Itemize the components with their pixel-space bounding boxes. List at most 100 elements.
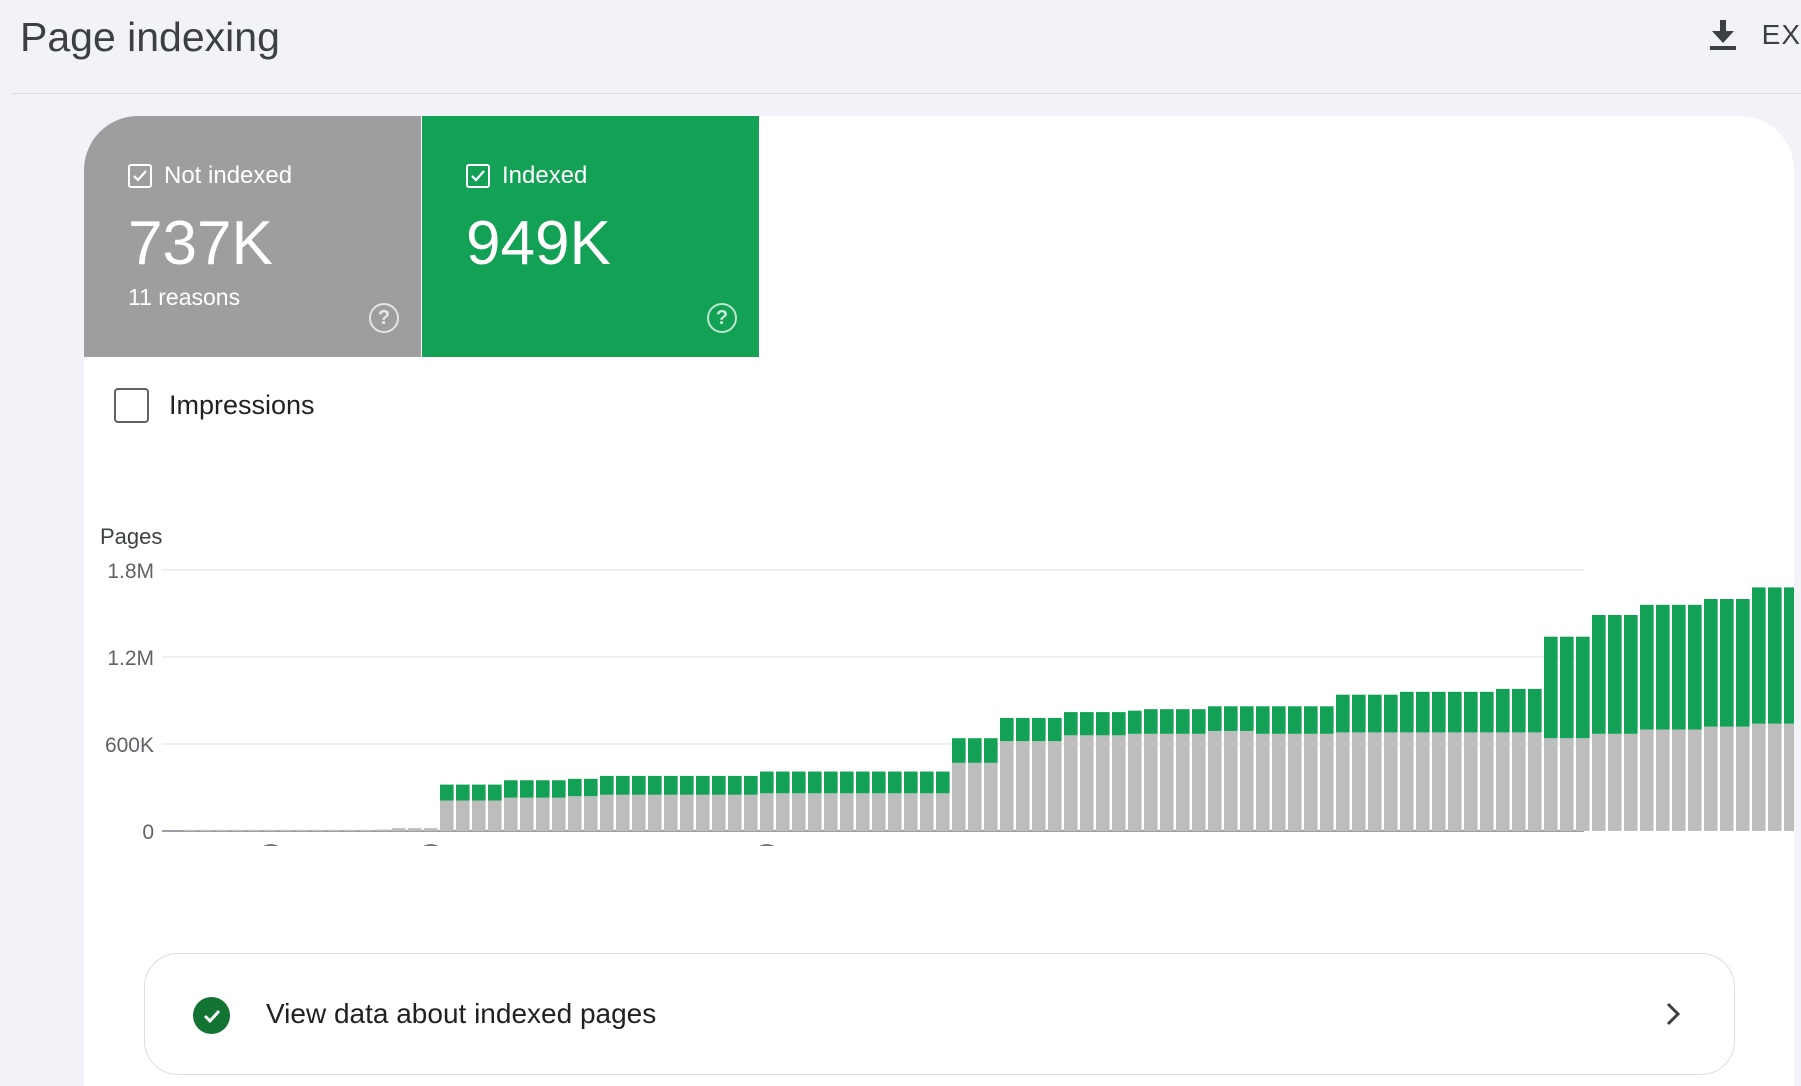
- bar-indexed: [1736, 599, 1750, 727]
- annotation-marker[interactable]: [416, 844, 445, 872]
- bar-indexed: [680, 775, 694, 795]
- bar-indexed: [504, 780, 518, 798]
- bar-not-indexed: [1160, 733, 1174, 831]
- bar-not-indexed: [1064, 735, 1078, 831]
- help-icon[interactable]: ?: [707, 303, 737, 333]
- bar-not-indexed: [712, 794, 726, 831]
- bar-not-indexed: [1720, 726, 1734, 831]
- bar-not-indexed: [312, 829, 326, 831]
- bar-not-indexed: [936, 793, 950, 831]
- y-tick-label: 0: [142, 821, 154, 844]
- annotation-marker[interactable]: [256, 844, 285, 872]
- bar-not-indexed: [1624, 733, 1638, 831]
- bar-not-indexed: [488, 800, 502, 831]
- bar-indexed: [824, 771, 838, 794]
- bar-not-indexed: [808, 793, 822, 831]
- bar-indexed: [1016, 717, 1030, 742]
- export-button[interactable]: EX: [1709, 14, 1801, 56]
- bar-indexed: [664, 775, 678, 795]
- page-title: Page indexing: [20, 14, 280, 60]
- annotation-marker[interactable]: [752, 844, 781, 872]
- bar-not-indexed: [584, 796, 598, 831]
- bar-not-indexed: [1288, 733, 1302, 831]
- bar-indexed: [1512, 688, 1526, 733]
- indexing-chart: Pages0600K1.2M1.8M10/29/2411/10/2411/22/…: [84, 446, 1794, 908]
- bar-not-indexed: [776, 793, 790, 831]
- y-tick-label: 1.2M: [107, 647, 154, 670]
- bar-indexed: [1784, 587, 1794, 724]
- bar-indexed: [1416, 691, 1430, 733]
- bar-indexed: [552, 780, 566, 798]
- bar-not-indexed: [520, 797, 534, 831]
- bar-indexed: [1672, 604, 1686, 730]
- bar-not-indexed: [1512, 732, 1526, 831]
- bar-not-indexed: [760, 793, 774, 831]
- bar-not-indexed: [1048, 741, 1062, 831]
- help-icon[interactable]: ?: [369, 303, 399, 333]
- bar-indexed: [1624, 614, 1638, 734]
- bar-indexed: [616, 775, 630, 795]
- bar-indexed: [1320, 706, 1334, 734]
- bar-indexed: [584, 778, 598, 797]
- bar-indexed: [696, 775, 710, 795]
- bar-indexed: [1768, 587, 1782, 724]
- bar-indexed: [1608, 614, 1622, 734]
- bar-indexed: [936, 771, 950, 794]
- bar-not-indexed: [1464, 732, 1478, 831]
- bar-not-indexed: [840, 793, 854, 831]
- bar-indexed: [840, 771, 854, 794]
- not-indexed-tile[interactable]: Not indexed 737K 11 reasons ?: [84, 116, 421, 357]
- bar-not-indexed: [1080, 735, 1094, 831]
- impressions-label: Impressions: [169, 390, 315, 420]
- bar-not-indexed: [1768, 723, 1782, 831]
- bar-indexed: [1048, 717, 1062, 742]
- bar-indexed: [568, 778, 582, 797]
- bar-not-indexed: [1448, 732, 1462, 831]
- bar-indexed: [536, 780, 550, 798]
- bar-indexed: [1352, 694, 1366, 733]
- bar-indexed: [1384, 694, 1398, 733]
- checkbox-icon[interactable]: [114, 388, 149, 423]
- tile-label: Indexed: [502, 162, 588, 189]
- view-indexed-pages-link[interactable]: View data about indexed pages: [144, 953, 1735, 1075]
- bar-not-indexed: [424, 828, 438, 831]
- impressions-toggle[interactable]: Impressions: [114, 388, 315, 423]
- bar-not-indexed: [1432, 732, 1446, 831]
- bar-indexed: [952, 738, 966, 763]
- indexed-tile[interactable]: Indexed 949K ?: [422, 116, 759, 357]
- bar-not-indexed: [1752, 723, 1766, 831]
- bar-not-indexed: [1656, 729, 1670, 831]
- bar-not-indexed: [376, 829, 390, 831]
- download-icon: [1709, 20, 1736, 50]
- chart-svg: Pages0600K1.2M1.8M10/29/2411/10/2411/22/…: [100, 524, 1794, 908]
- bar-indexed: [1240, 706, 1254, 731]
- bar-not-indexed: [568, 796, 582, 831]
- checkbox-checked-icon[interactable]: [128, 164, 152, 188]
- bar-indexed: [1576, 636, 1590, 739]
- bar-not-indexed: [1480, 732, 1494, 831]
- bar-not-indexed: [264, 829, 278, 831]
- bar-indexed: [920, 771, 934, 794]
- bar-indexed: [1256, 706, 1270, 734]
- bar-indexed: [1560, 636, 1574, 739]
- bar-not-indexed: [1208, 730, 1222, 831]
- check-circle-icon: [193, 997, 230, 1034]
- header-bar: Page indexing EX: [12, 0, 1801, 94]
- bar-not-indexed: [1544, 738, 1558, 831]
- bar-not-indexed: [1112, 735, 1126, 831]
- bar-indexed: [728, 775, 742, 795]
- bar-not-indexed: [216, 829, 230, 831]
- bar-not-indexed: [1352, 732, 1366, 831]
- export-label: EX: [1761, 19, 1801, 50]
- bar-indexed: [792, 771, 806, 794]
- bar-indexed: [1160, 709, 1174, 734]
- bar-indexed: [744, 775, 758, 795]
- checkbox-checked-icon[interactable]: [466, 164, 490, 188]
- bar-indexed: [712, 775, 726, 795]
- tile-subtext: 11 reasons: [128, 284, 241, 310]
- bar-not-indexed: [1272, 733, 1286, 831]
- bar-not-indexed: [1224, 730, 1238, 831]
- bar-not-indexed: [1688, 729, 1702, 831]
- link-label: View data about indexed pages: [266, 998, 657, 1029]
- bar-not-indexed: [888, 793, 902, 831]
